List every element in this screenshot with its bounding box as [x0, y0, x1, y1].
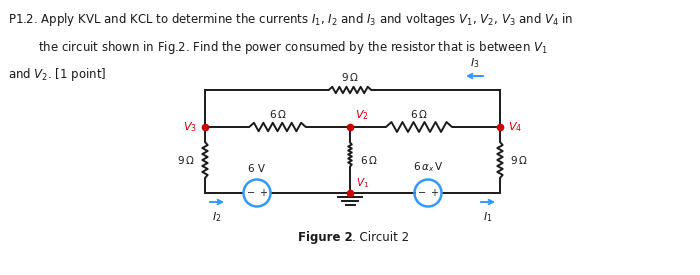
Text: 6 V: 6 V — [248, 164, 265, 174]
Text: P1.2. Apply KVL and KCL to determine the currents $I_1$, $I_2$ and $I_3$ and vol: P1.2. Apply KVL and KCL to determine the… — [8, 11, 574, 28]
Text: $V_4$: $V_4$ — [508, 120, 522, 134]
Text: $I_2$: $I_2$ — [212, 210, 222, 224]
Text: $I_1$: $I_1$ — [483, 210, 493, 224]
Text: $6\,\Omega$: $6\,\Omega$ — [269, 108, 286, 120]
Text: $V_3$: $V_3$ — [183, 120, 197, 134]
Text: and $V_2$. [1 point]: and $V_2$. [1 point] — [8, 66, 106, 83]
Text: $9\,\Omega$: $9\,\Omega$ — [510, 154, 528, 166]
Text: $6\,\Omega$: $6\,\Omega$ — [360, 154, 378, 166]
Text: $I_3$: $I_3$ — [470, 56, 480, 70]
Text: $6\,\alpha_x\,\mathrm{V}$: $6\,\alpha_x\,\mathrm{V}$ — [413, 160, 443, 174]
Text: $-\ +$: $-\ +$ — [417, 188, 439, 199]
Text: Figure 2: Figure 2 — [298, 231, 353, 244]
Text: $6\,\Omega$: $6\,\Omega$ — [410, 108, 428, 120]
Text: . Circuit 2: . Circuit 2 — [353, 231, 410, 244]
Text: $9\,\Omega$: $9\,\Omega$ — [341, 71, 359, 83]
Text: $9\,\Omega$: $9\,\Omega$ — [177, 154, 195, 166]
Text: the circuit shown in Fig.2. Find the power consumed by the resistor that is betw: the circuit shown in Fig.2. Find the pow… — [38, 39, 548, 56]
Text: $V_2$: $V_2$ — [355, 108, 369, 122]
Text: $-\ +$: $-\ +$ — [246, 188, 268, 199]
Text: $V_1$: $V_1$ — [356, 176, 369, 190]
